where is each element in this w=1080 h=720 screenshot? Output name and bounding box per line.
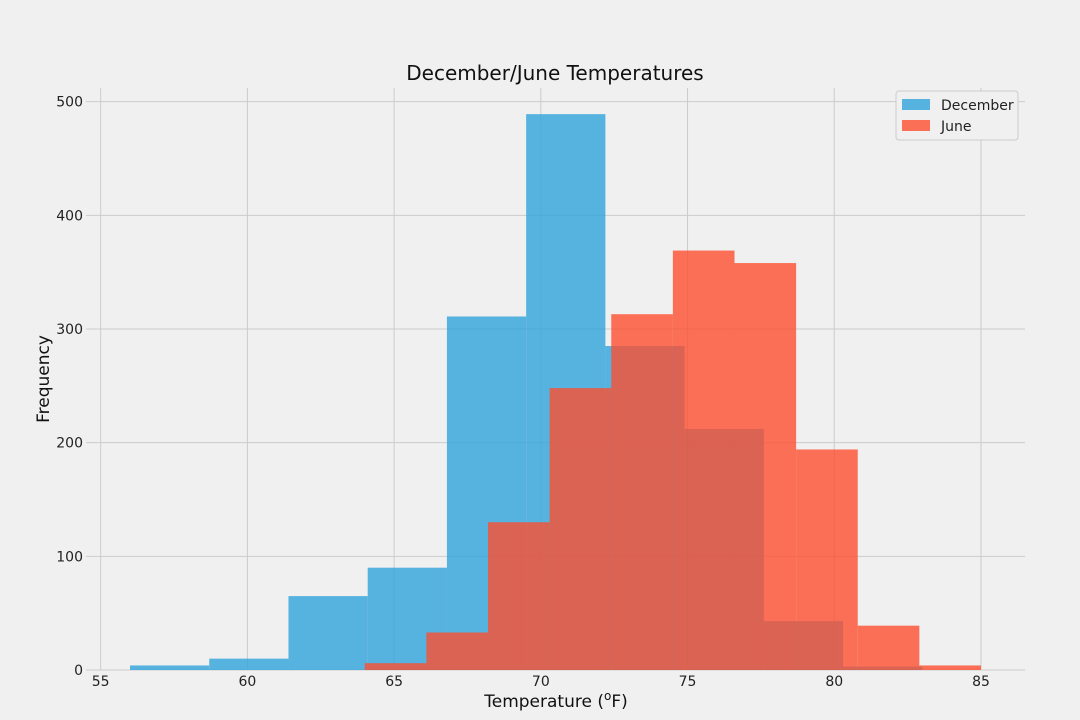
- x-tick-label: 65: [385, 674, 403, 690]
- legend-label-december: December: [941, 98, 1014, 114]
- histogram-bar: [209, 658, 289, 670]
- x-tick-label: 55: [92, 674, 110, 690]
- histogram-bar: [130, 665, 210, 670]
- y-tick-label: 500: [56, 95, 83, 111]
- histogram-bar: [734, 263, 797, 670]
- histogram-bar: [857, 625, 920, 670]
- legend-swatch-december: [902, 99, 930, 110]
- y-tick-label: 100: [56, 549, 83, 565]
- tick-labels: 55 60 65 70 75 80 85 0 100 200 300 400 500: [56, 95, 990, 690]
- x-tick-label: 75: [679, 674, 697, 690]
- y-tick-label: 0: [74, 663, 83, 679]
- x-axis-label-superscript: o: [604, 689, 611, 703]
- histogram-bar: [796, 449, 858, 670]
- histogram-bar: [288, 596, 368, 670]
- legend-label-june: June: [940, 119, 972, 135]
- legend: December June: [895, 90, 1019, 141]
- x-tick-label: 85: [972, 674, 990, 690]
- y-axis-label: Frequency: [34, 335, 54, 423]
- histogram-bar: [364, 663, 427, 670]
- x-tick-label: 70: [532, 674, 550, 690]
- legend-swatch-june: [902, 120, 930, 131]
- histogram-bar: [426, 632, 489, 670]
- chart-title: December/June Temperatures: [406, 61, 703, 85]
- x-axis-label: Temperature (oF): [483, 689, 628, 712]
- x-tick-label: 80: [825, 674, 843, 690]
- x-axis-label-main: Temperature (: [483, 692, 604, 712]
- y-tick-label: 200: [56, 436, 83, 452]
- histogram-bar: [611, 314, 673, 670]
- histogram-bar: [549, 388, 612, 670]
- y-tick-label: 400: [56, 208, 83, 224]
- series-june: [364, 250, 981, 670]
- y-tick-label: 300: [56, 322, 83, 338]
- x-tick-label: 60: [238, 674, 256, 690]
- x-axis-label-tail: F): [611, 692, 627, 712]
- histogram-bar: [672, 250, 735, 670]
- histogram-bar: [488, 522, 550, 670]
- histogram-bar: [919, 665, 981, 670]
- histogram-bars: [130, 114, 981, 670]
